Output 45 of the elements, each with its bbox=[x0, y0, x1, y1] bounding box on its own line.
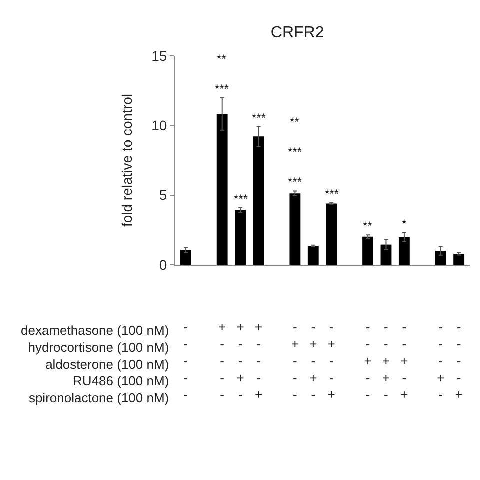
x-tick-label: - + - - - bbox=[291, 320, 299, 402]
bar bbox=[362, 236, 374, 265]
annotation: *** bbox=[288, 145, 302, 159]
x-tick-label: - - + - - bbox=[364, 320, 372, 402]
x-tick-label: - - - + - bbox=[437, 320, 445, 402]
bar bbox=[380, 244, 392, 265]
annotation: ** bbox=[290, 115, 300, 129]
x-tick-label: + - - + - bbox=[236, 320, 244, 402]
bar bbox=[435, 251, 446, 265]
text: spironolactone (100 nM) bbox=[28, 390, 170, 406]
annotation: *** bbox=[252, 111, 266, 125]
x-tick-label: - - - - - bbox=[184, 320, 188, 402]
bar bbox=[180, 250, 192, 265]
y-tick-label: 0 bbox=[159, 256, 168, 273]
annotation: *** bbox=[215, 82, 230, 96]
bar bbox=[253, 136, 264, 265]
x-tick-label: - + - - + bbox=[328, 320, 336, 402]
bar bbox=[235, 210, 246, 265]
chart-title: CRFR2 bbox=[270, 24, 324, 42]
bar bbox=[308, 246, 319, 265]
y-tick-label: 5 bbox=[159, 187, 168, 204]
bar bbox=[398, 237, 410, 265]
text: hydrocortisone (100 nM) bbox=[28, 340, 170, 355]
y-tick-label: 10 bbox=[152, 118, 168, 134]
y-tick-label: 15 bbox=[152, 48, 168, 64]
text: aldosterone (100 nM) bbox=[46, 356, 170, 372]
x-tick-label: + - - - - bbox=[218, 320, 226, 402]
text: dexamethasone (100 nM) bbox=[21, 323, 170, 338]
bar bbox=[216, 114, 228, 265]
x-tick-label: - - + + - bbox=[382, 320, 390, 402]
text: RU486 (100 nM) bbox=[73, 374, 170, 389]
x-tick-label: - - - - + bbox=[455, 320, 463, 402]
bar bbox=[326, 204, 338, 265]
bar bbox=[290, 194, 301, 265]
x-tick-label: - + - + - bbox=[310, 320, 318, 402]
annotation: * bbox=[402, 217, 407, 231]
x-tick-label: - - + - + bbox=[400, 320, 408, 402]
y-axis-title: fold relative to control bbox=[119, 94, 136, 228]
annotation: ** bbox=[217, 52, 227, 66]
annotation: *** bbox=[288, 175, 302, 189]
bar bbox=[454, 254, 465, 265]
annotation: *** bbox=[325, 187, 340, 201]
x-tick-label: + - - - + bbox=[254, 320, 263, 402]
annotation: ** bbox=[363, 219, 373, 233]
annotation: *** bbox=[234, 192, 248, 206]
